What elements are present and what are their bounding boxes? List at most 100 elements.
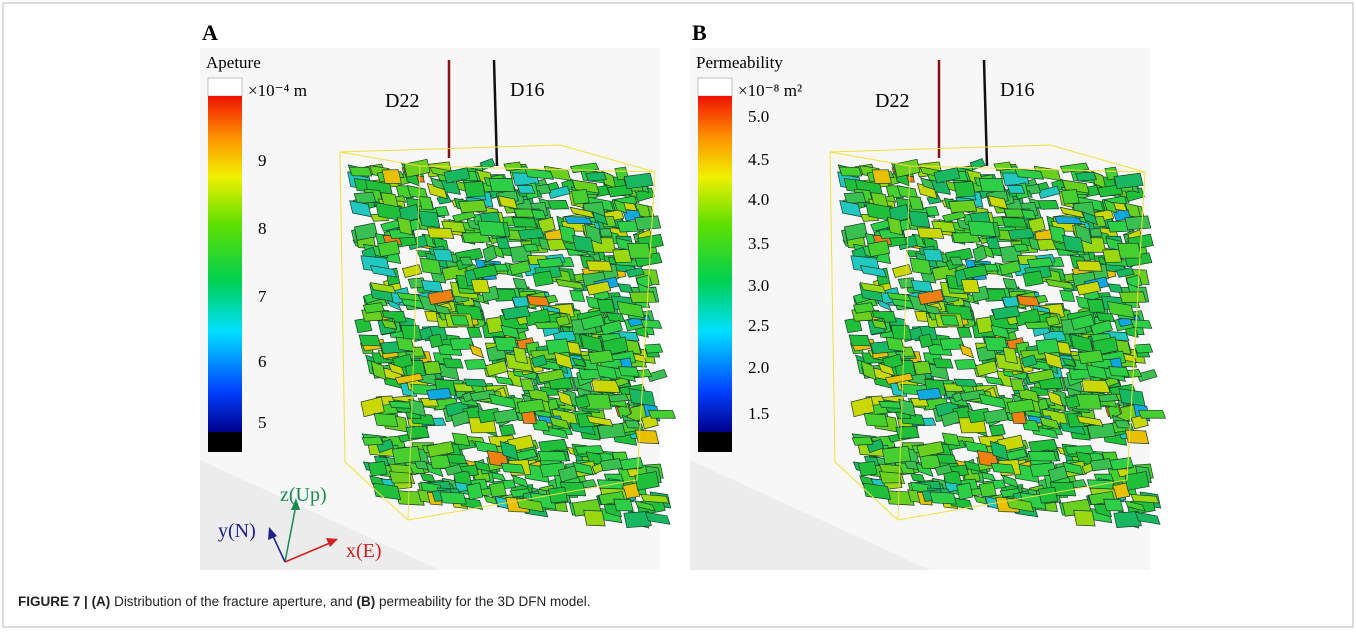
fracture (536, 368, 566, 384)
fracture (1059, 290, 1076, 302)
fractures (347, 158, 677, 529)
fracture (553, 351, 574, 370)
fracture (369, 282, 397, 294)
caption-text: Distribution of the fracture aperture, a… (110, 594, 357, 609)
fracture (881, 445, 912, 465)
fracture (852, 302, 875, 314)
fracture (451, 210, 477, 223)
fracture (370, 360, 387, 381)
fracture (596, 299, 616, 313)
fracture (985, 237, 1001, 249)
fracture (1045, 278, 1075, 290)
x-label: x(E) (346, 540, 382, 562)
fracture (1103, 498, 1124, 512)
fracture (1053, 216, 1083, 225)
fracture (1060, 189, 1080, 205)
fracture (348, 166, 373, 177)
fracture (932, 358, 954, 369)
panel: A Apeture ×10⁻⁴ m 9 8 7 6 5 D22 D16 (200, 20, 677, 570)
fracture (886, 292, 912, 302)
x-arrow (326, 538, 338, 547)
fracture (439, 491, 467, 505)
fracture (1006, 398, 1036, 414)
fractures (837, 158, 1167, 529)
fracture (1014, 308, 1041, 327)
colorbar-tick: 3.0 (748, 276, 769, 295)
fracture (624, 420, 642, 429)
fracture (859, 282, 887, 294)
fracture (427, 289, 455, 305)
fracture (613, 199, 628, 214)
well-d16 (492, 59, 499, 167)
fracture (1136, 368, 1158, 382)
fracture (1137, 409, 1167, 419)
fracture (434, 206, 450, 217)
fracture (916, 387, 943, 401)
box-edge (897, 165, 911, 521)
colorbar-tick: 4.5 (748, 150, 769, 169)
fracture (893, 158, 921, 178)
fracture (934, 464, 953, 476)
fracture (1020, 209, 1037, 220)
fracture (381, 319, 398, 330)
fracture (936, 453, 958, 464)
fracture (500, 324, 520, 339)
fracture (572, 234, 595, 253)
panel-label: B (692, 20, 707, 45)
fracture (954, 358, 978, 370)
fracture (1102, 249, 1123, 263)
colorbar-tick: 7 (258, 287, 267, 306)
fracture (884, 372, 914, 385)
colorbar-tick: 3.5 (748, 234, 769, 253)
z-label: z(Up) (280, 484, 327, 506)
fracture (646, 368, 668, 382)
fracture (857, 460, 878, 477)
fracture (929, 491, 957, 505)
fracture (376, 438, 394, 454)
fracture (403, 158, 431, 178)
fracture (1001, 217, 1028, 228)
fracture (1064, 445, 1095, 455)
colorbar-tick: 2.0 (748, 358, 769, 377)
axis-triad: z(Up) y(N) x(E) (218, 484, 382, 563)
fracture (851, 436, 874, 446)
fracture (585, 260, 613, 272)
fracture (488, 393, 517, 409)
fracture (600, 319, 623, 336)
fracture (394, 372, 424, 385)
fracture (634, 215, 662, 231)
colorbar-tick: 5.0 (748, 107, 769, 126)
fracture (616, 301, 645, 319)
colorbar-top (207, 77, 243, 97)
fracture (367, 460, 388, 477)
fracture (623, 172, 654, 190)
caption-a: (A) (91, 594, 111, 609)
fracture (1077, 349, 1104, 365)
fracture (517, 227, 545, 240)
fracture (975, 360, 999, 377)
fracture (990, 462, 1016, 474)
fracture (1017, 387, 1040, 403)
fracture (877, 362, 896, 377)
fracture (597, 422, 626, 440)
fracture (1014, 168, 1045, 180)
colorbar-tick: 1.5 (748, 404, 769, 423)
fracture (607, 184, 634, 198)
fracture (536, 257, 564, 269)
fracture (1108, 366, 1130, 377)
fracture (563, 216, 593, 225)
fracture (1130, 319, 1153, 329)
fracture (1002, 277, 1019, 290)
fracture (361, 436, 384, 446)
colorbar-title: Apeture (206, 53, 261, 72)
fracture (353, 191, 377, 205)
fracture (426, 227, 455, 239)
fracture (451, 432, 471, 447)
z-arrow (291, 498, 300, 510)
fracture (545, 338, 570, 355)
fracture (891, 264, 913, 279)
fracture (571, 357, 587, 368)
well-label: D16 (1000, 79, 1034, 101)
fracture (426, 387, 453, 401)
